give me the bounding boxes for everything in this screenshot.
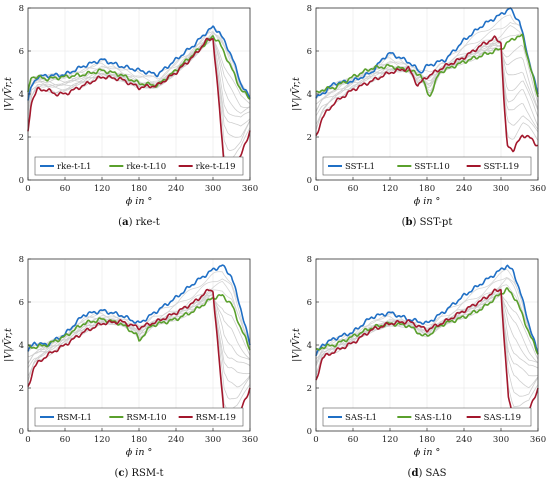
series-line-rke-t-L19 (27, 37, 251, 173)
x-tick-label: 240 (168, 184, 184, 194)
chart-panel-4: 0 60 120 180 240 300 360 0 2 4 6 8 ϕ in ° |V|/V̄r,t SA… (290, 255, 546, 479)
background-curve (27, 271, 251, 350)
series-line-rke-t-L10 (27, 35, 251, 100)
y-tick-label: 0 (19, 176, 24, 186)
x-tick-label: 0 (313, 184, 318, 194)
y-axis-label: |V|/V̄r,t (290, 77, 302, 111)
y-tick-label: 2 (307, 133, 312, 143)
panel-caption: (d) SAS (408, 468, 447, 479)
x-tick-label: 180 (131, 435, 147, 445)
legend-entry: SST-L19 (484, 162, 519, 172)
y-tick-label: 0 (307, 176, 312, 186)
legend-entry: RSM-L1 (57, 413, 92, 423)
legend-entry: SST-L10 (414, 162, 449, 172)
x-tick-label: 360 (530, 435, 546, 445)
y-tick-label: 8 (307, 255, 312, 265)
chart-panel-2: 0 60 120 180 240 300 360 0 2 4 6 8 ϕ in ° |V|/V̄r,t SS… (290, 4, 546, 228)
x-tick-label: 120 (94, 184, 110, 194)
y-tick-label: 2 (307, 384, 312, 394)
x-tick-label: 300 (205, 435, 221, 445)
x-tick-label: 240 (456, 435, 472, 445)
y-tick-label: 6 (307, 47, 312, 57)
legend-entry: RSM-L19 (196, 413, 236, 423)
legend-entry: rke-t-L19 (196, 162, 236, 172)
chart-panel-3: 0 60 120 180 240 300 360 0 2 4 6 8 ϕ in ° |V|/V̄r,t RS… (2, 255, 258, 479)
x-axis-label: ϕ in ° (414, 196, 440, 207)
legend-box (322, 407, 532, 427)
background-curve (315, 14, 539, 97)
y-tick-label: 4 (307, 90, 312, 100)
legend-entry: rke-t-L1 (57, 162, 91, 172)
y-axis-label: |V|/V̄r,t (290, 328, 302, 362)
x-tick-label: 60 (60, 435, 71, 445)
background-curves (315, 268, 539, 408)
x-tick-label: 60 (60, 184, 71, 194)
x-tick-label: 120 (94, 435, 110, 445)
series-line-SAS-L19 (315, 288, 539, 421)
y-tick-label: 4 (19, 90, 24, 100)
background-curve (315, 284, 539, 356)
x-tick-label: 0 (25, 435, 30, 445)
x-tick-label: 120 (382, 435, 398, 445)
legend-entry: SAS-L10 (414, 413, 451, 423)
x-tick-label: 180 (419, 435, 435, 445)
y-tick-label: 6 (19, 47, 24, 57)
x-tick-label: 360 (242, 435, 258, 445)
legend-entry: RSM-L10 (126, 413, 166, 423)
chart-panel-1: 0 60 120 180 240 300 360 0 2 4 6 8 ϕ in ° |V|/V̄r,t rk… (2, 4, 258, 228)
y-axis-label: |V|/V̄r,t (2, 77, 14, 111)
legend: RSM-L1 RSM-L10 RSM-L19 (34, 407, 244, 427)
legend-box (34, 156, 244, 176)
x-tick-label: 300 (493, 435, 509, 445)
x-tick-label: 240 (456, 184, 472, 194)
x-tick-label: 360 (242, 184, 258, 194)
legend-box (322, 156, 532, 176)
y-tick-label: 6 (19, 298, 24, 308)
x-tick-label: 180 (131, 184, 147, 194)
y-tick-label: 8 (19, 255, 24, 265)
panel-caption: (c) RSM-t (114, 468, 163, 479)
legend-entry: SAS-L1 (345, 413, 377, 423)
y-tick-label: 0 (307, 427, 312, 437)
x-axis-label: ϕ in ° (414, 447, 440, 458)
y-tick-label: 8 (307, 4, 312, 14)
panel-caption: (b) SST-pt (402, 217, 453, 228)
background-curve (27, 31, 251, 101)
y-tick-label: 4 (19, 341, 24, 351)
y-tick-label: 4 (307, 341, 312, 351)
y-tick-label: 0 (19, 427, 24, 437)
x-tick-label: 0 (25, 184, 30, 194)
x-tick-label: 120 (382, 184, 398, 194)
series-line-SST-L19 (315, 35, 538, 153)
x-tick-label: 60 (348, 184, 359, 194)
y-tick-label: 6 (307, 298, 312, 308)
x-tick-label: 300 (493, 184, 509, 194)
series-line-SAS-L1 (315, 264, 539, 357)
y-tick-label: 2 (19, 133, 24, 143)
legend: rke-t-L1 rke-t-L10 rke-t-L19 (34, 156, 244, 176)
y-tick-label: 2 (19, 384, 24, 394)
legend: SAS-L1 SAS-L10 SAS-L19 (322, 407, 532, 427)
series-line-RSM-L19 (27, 288, 251, 424)
panel-caption: (a) rke-t (118, 217, 160, 228)
x-tick-label: 180 (419, 184, 435, 194)
legend-box (34, 407, 244, 427)
x-axis-label: ϕ in ° (126, 447, 152, 458)
y-tick-label: 8 (19, 4, 24, 14)
x-tick-label: 60 (348, 435, 359, 445)
y-axis-label: |V|/V̄r,t (2, 328, 14, 362)
x-axis-label: ϕ in ° (126, 196, 152, 207)
legend-entry: SAS-L19 (484, 413, 521, 423)
x-tick-label: 300 (205, 184, 221, 194)
legend-entry: SST-L1 (345, 162, 375, 172)
x-tick-label: 0 (313, 435, 318, 445)
series-line-SST-L1 (315, 7, 539, 99)
x-tick-label: 360 (530, 184, 546, 194)
legend: SST-L1 SST-L10 SST-L19 (322, 156, 532, 176)
legend-entry: rke-t-L10 (126, 162, 166, 172)
x-tick-label: 240 (168, 435, 184, 445)
